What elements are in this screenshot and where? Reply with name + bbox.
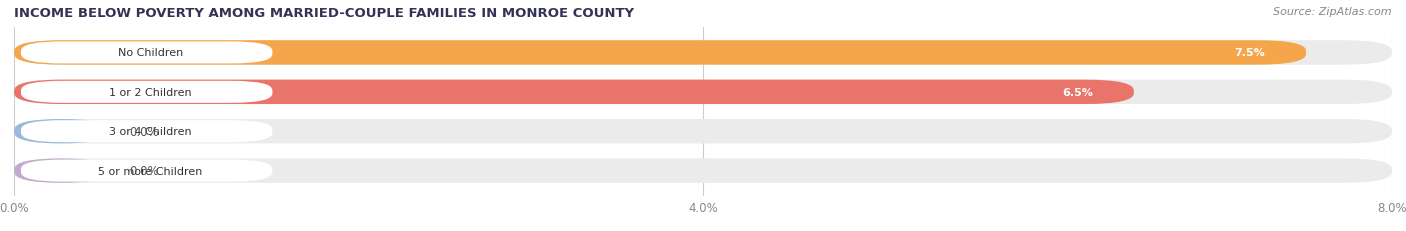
Text: INCOME BELOW POVERTY AMONG MARRIED-COUPLE FAMILIES IN MONROE COUNTY: INCOME BELOW POVERTY AMONG MARRIED-COUPL… <box>14 7 634 20</box>
FancyBboxPatch shape <box>1022 82 1133 103</box>
FancyBboxPatch shape <box>14 159 108 183</box>
FancyBboxPatch shape <box>21 82 273 103</box>
Text: 5 or more Children: 5 or more Children <box>98 166 202 176</box>
Text: 0.0%: 0.0% <box>129 125 159 138</box>
Text: 6.5%: 6.5% <box>1062 88 1092 97</box>
Text: 0.0%: 0.0% <box>129 164 159 177</box>
FancyBboxPatch shape <box>14 119 108 144</box>
FancyBboxPatch shape <box>14 119 1392 144</box>
FancyBboxPatch shape <box>21 160 273 182</box>
Text: 7.5%: 7.5% <box>1234 48 1265 58</box>
Text: No Children: No Children <box>118 48 183 58</box>
FancyBboxPatch shape <box>14 41 1306 65</box>
Text: 1 or 2 Children: 1 or 2 Children <box>108 88 191 97</box>
FancyBboxPatch shape <box>1194 43 1306 64</box>
Text: 3 or 4 Children: 3 or 4 Children <box>108 127 191 137</box>
Text: Source: ZipAtlas.com: Source: ZipAtlas.com <box>1274 7 1392 17</box>
FancyBboxPatch shape <box>21 42 273 64</box>
FancyBboxPatch shape <box>21 121 273 143</box>
FancyBboxPatch shape <box>14 159 1392 183</box>
FancyBboxPatch shape <box>14 80 1133 105</box>
FancyBboxPatch shape <box>14 41 1392 65</box>
FancyBboxPatch shape <box>14 80 1392 105</box>
